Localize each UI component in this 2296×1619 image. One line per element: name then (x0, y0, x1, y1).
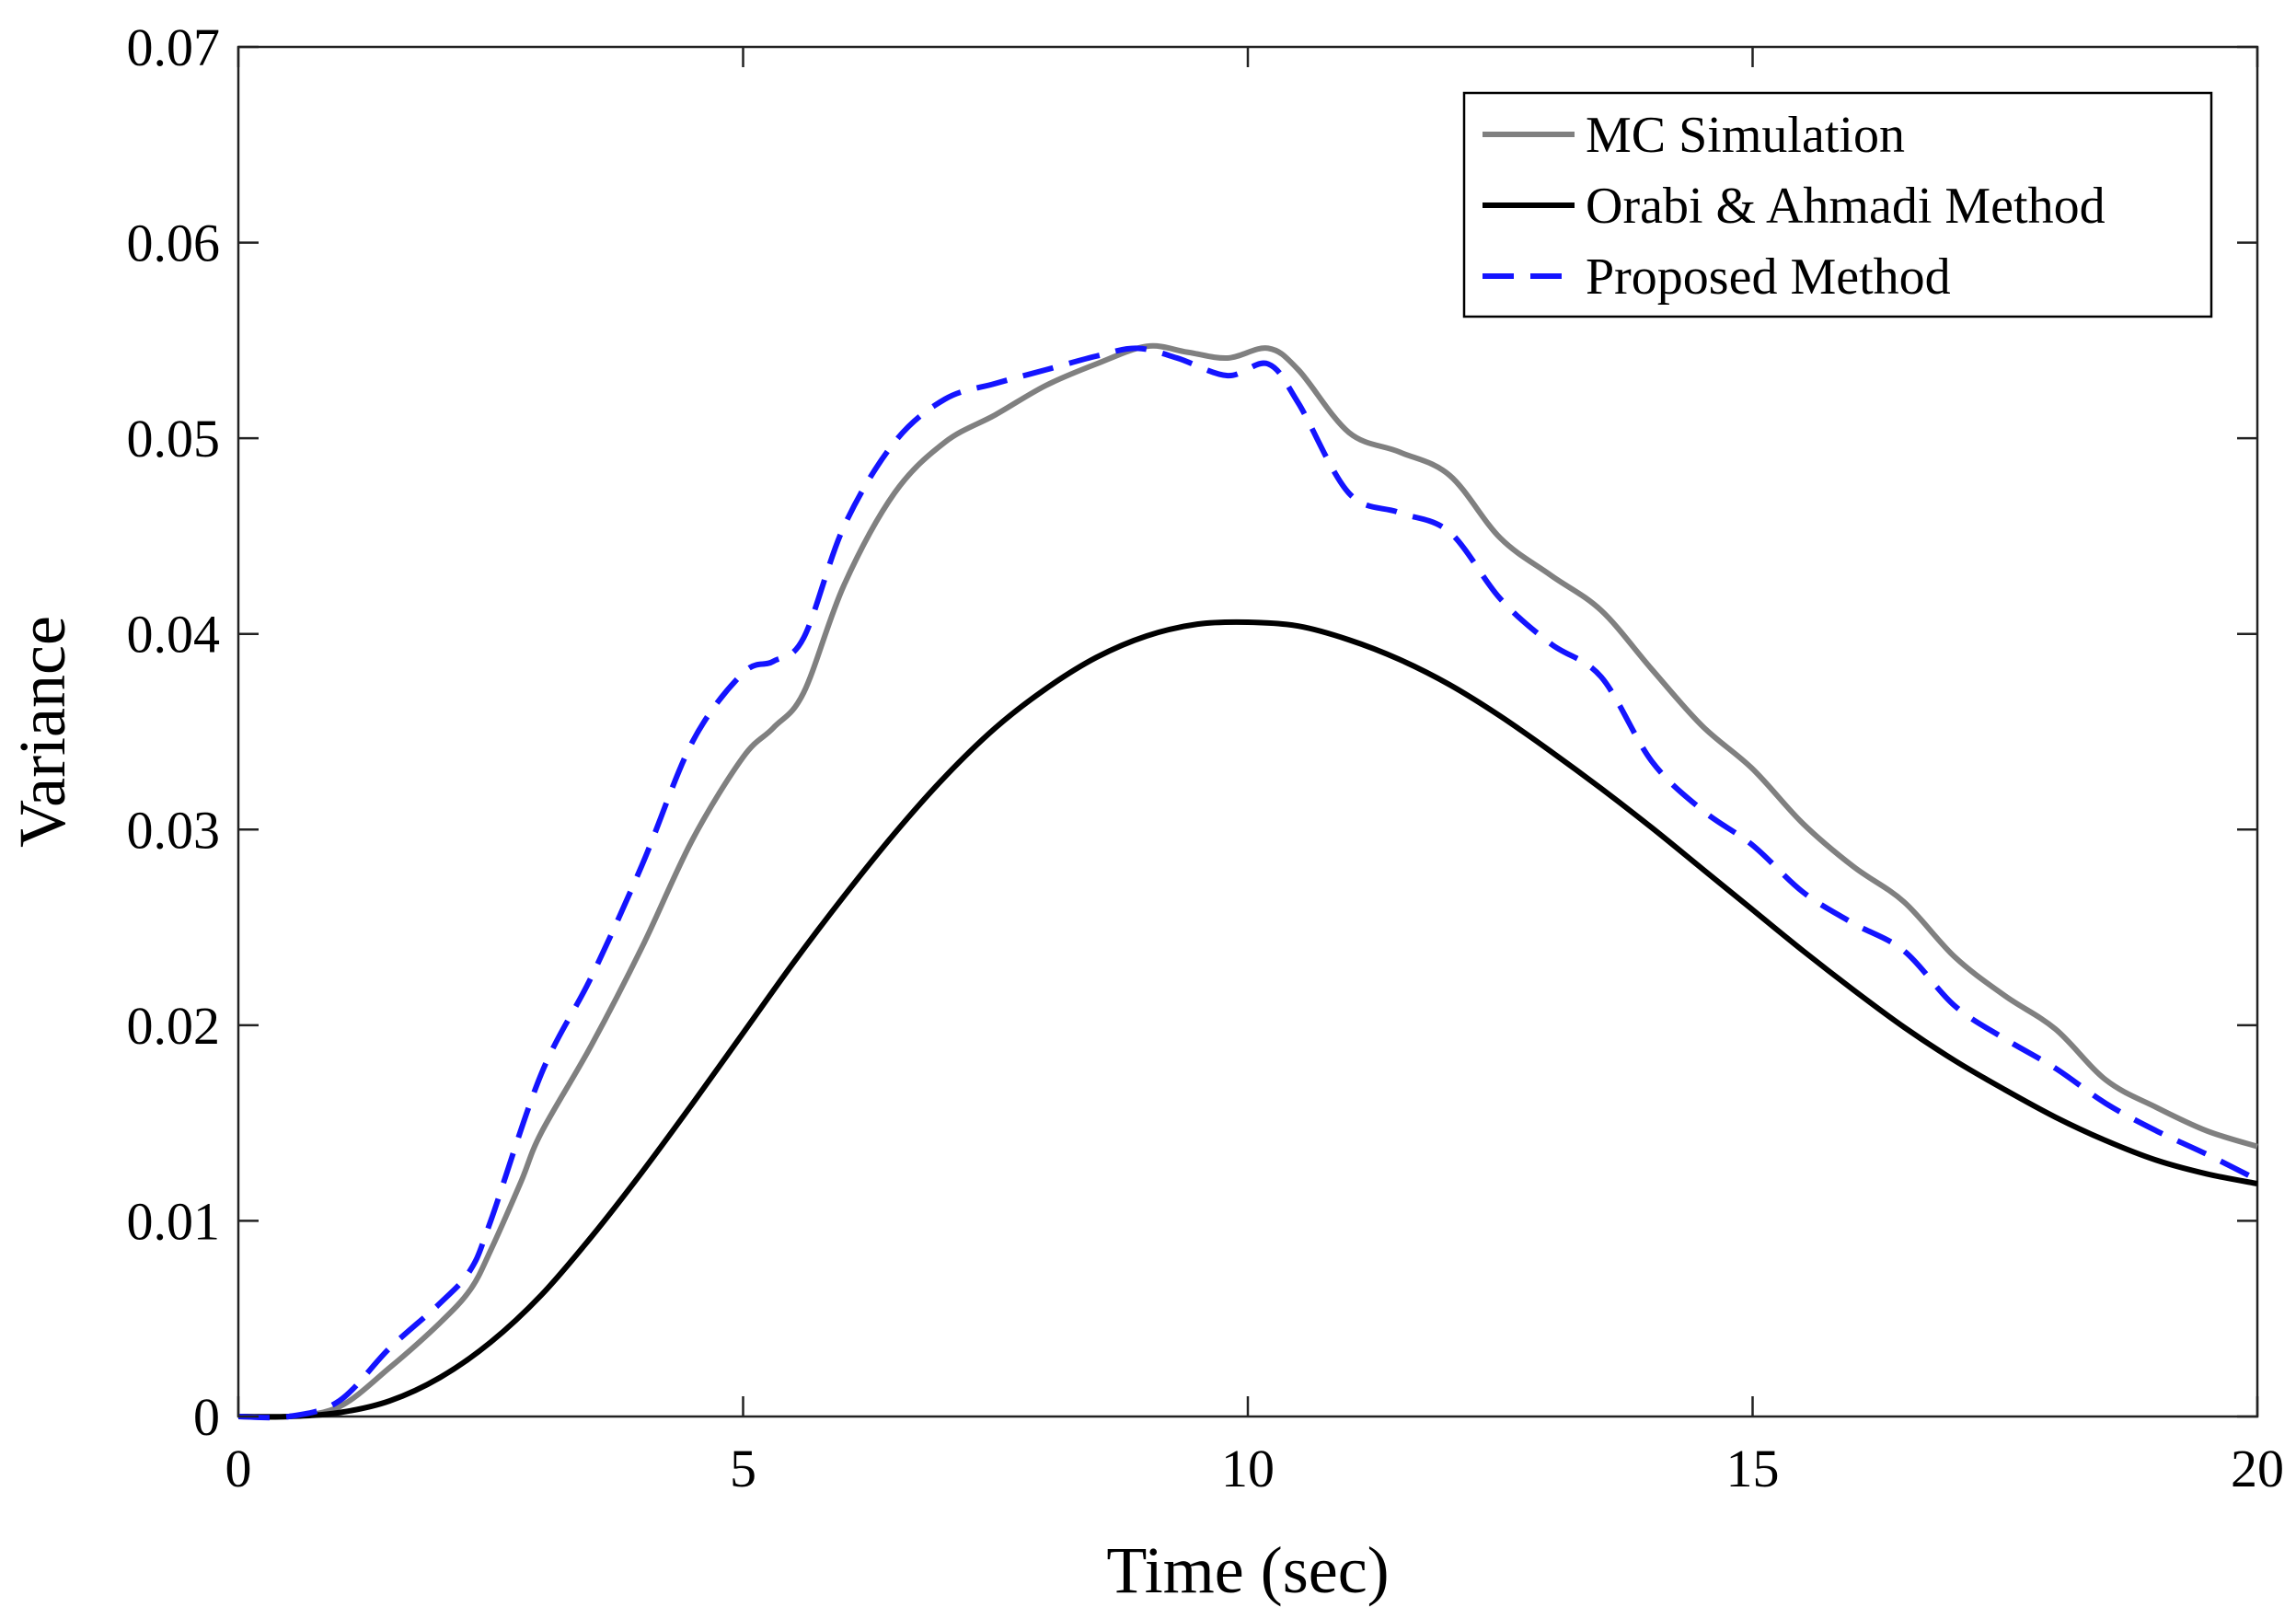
x-axis-label: Time (sec) (1106, 1533, 1389, 1607)
series-line-mc-simulation (237, 342, 2258, 1420)
y-tick-label: 0.04 (127, 605, 221, 665)
plot-area: 0 5 10 15 20 0 0.01 0.02 0.03 0.04 0.05 0.06 0.07 (127, 17, 2285, 1498)
series-line-proposed-method (237, 345, 2259, 1421)
x-tick-label: 5 (730, 1439, 756, 1498)
y-tick-label: 0.07 (127, 17, 221, 77)
legend-box (1462, 91, 2213, 318)
legend-label-orabi-ahmadi: Orabi & Ahmadi Method (1586, 178, 2106, 235)
y-axis-label: Variance (6, 616, 79, 848)
x-tick-label: 20 (2231, 1439, 2284, 1498)
x-tick-label: 0 (225, 1439, 252, 1498)
legend-label-proposed-method: Proposed Method (1586, 249, 1951, 306)
tick-group: 0 5 10 15 20 0 0.01 0.02 0.03 0.04 0.05 0.06 0.07 (127, 17, 2285, 1498)
y-tick-label: 0.03 (127, 800, 221, 860)
y-tick-label: 0 (193, 1387, 220, 1447)
y-tick-label: 0.02 (127, 996, 221, 1056)
x-tick-label: 10 (1221, 1439, 1275, 1498)
x-tick-label: 15 (1726, 1439, 1780, 1498)
y-tick-label: 0.05 (127, 409, 221, 468)
y-tick-label: 0.06 (127, 214, 221, 273)
y-tick-label: 0.01 (127, 1191, 221, 1251)
legend: MC Simulation Orabi & Ahmadi Method Prop… (1462, 91, 2213, 318)
legend-label-mc-simulation: MC Simulation (1586, 107, 1905, 164)
series-line-orabi-ahmadi-method (237, 619, 2258, 1420)
series-group (237, 342, 2259, 1421)
